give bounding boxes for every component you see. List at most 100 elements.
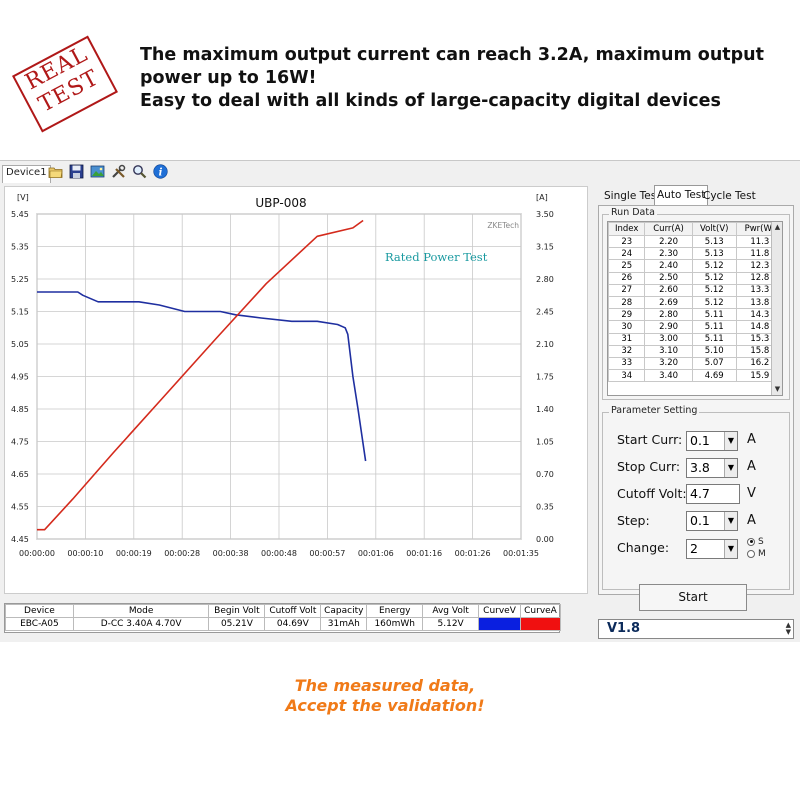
table-cell: 28: [608, 295, 646, 310]
headline: The maximum output current can reach 3.2…: [140, 44, 780, 113]
status-value: 04.69V: [264, 617, 322, 631]
run-data-header: Index: [608, 222, 646, 236]
right-axis-unit: [A]: [536, 193, 548, 202]
status-value: 05.21V: [208, 617, 266, 631]
table-row[interactable]: 30 2.90 5.11 14.8: [608, 320, 782, 334]
voltage-current-chart: 5.45 3.50 5.35 3.15 5.25 2.80 5.15 2.45 5.05 2.10…: [11, 193, 554, 558]
radio-m-dot[interactable]: [747, 549, 755, 558]
status-header: CurveA: [519, 604, 562, 618]
table-cell: 24: [608, 247, 646, 261]
radio-s-dot[interactable]: [747, 537, 755, 546]
change-select[interactable]: 2 ▼: [686, 539, 738, 559]
table-row[interactable]: 27 2.60 5.12 13.3: [608, 283, 782, 297]
left-tick-label: 5.05: [11, 340, 29, 349]
curve-v-swatch[interactable]: [478, 617, 521, 631]
status-value: 5.12V: [422, 617, 480, 631]
run-data-grid[interactable]: Index Curr(A) Volt(V) Pwr(W) 23 2.20 5.13 11.3…: [607, 221, 783, 396]
run-data-header: Volt(V): [691, 222, 737, 236]
start-curr-unit: A: [747, 432, 756, 447]
right-tick-label: 2.80: [536, 275, 554, 284]
table-cell: 31: [608, 332, 646, 346]
status-value: 160mWh: [366, 617, 424, 631]
open-folder-icon[interactable]: [48, 164, 63, 179]
voltage-series-line: [37, 291, 367, 462]
start-curr-label: Start Curr:: [617, 432, 683, 447]
start-button[interactable]: Start: [639, 584, 747, 611]
stop-curr-select[interactable]: 3.8 ▼: [686, 458, 738, 478]
version-label: V1.8: [607, 621, 641, 636]
chevron-down-icon[interactable]: ▼: [724, 512, 737, 530]
run-data-table: Index Curr(A) Volt(V) Pwr(W) 23 2.20 5.13 11.3…: [608, 222, 782, 383]
status-header: Avg Volt: [422, 604, 480, 618]
table-cell: 5.10: [691, 344, 737, 358]
right-tick-label: 3.15: [536, 243, 554, 252]
table-row[interactable]: 28 2.69 5.12 13.8: [608, 295, 782, 310]
version-field[interactable]: V1.8 ▲ ▼: [598, 619, 794, 639]
stop-curr-label: Stop Curr:: [617, 459, 681, 474]
table-cell: 2.20: [644, 234, 693, 249]
chevron-down-icon[interactable]: ▼: [724, 540, 737, 558]
table-cell: 2.80: [644, 308, 693, 322]
chart-watermark: ZKETech: [487, 221, 519, 230]
radio-s[interactable]: S: [747, 537, 764, 547]
status-header: Energy: [366, 604, 424, 618]
spin-icon[interactable]: ▲ ▼: [785, 621, 791, 636]
x-tick-label: 00:00:38: [213, 549, 249, 558]
current-series-line: [37, 219, 364, 531]
table-row[interactable]: 23 2.20 5.13 11.3: [608, 234, 782, 249]
table-row[interactable]: 34 3.40 4.69 15.9: [608, 369, 782, 383]
run-data-scrollbar[interactable]: ▲ ▼: [771, 222, 782, 395]
start-curr-select[interactable]: 0.1 ▼: [686, 431, 738, 451]
status-header: CurveV: [478, 604, 521, 618]
right-tick-label: 1.40: [536, 405, 554, 414]
table-cell: 5.11: [691, 320, 737, 334]
table-cell: 32: [608, 344, 646, 358]
tools-icon[interactable]: [111, 164, 126, 179]
table-row[interactable]: 25 2.40 5.12 12.3: [608, 259, 782, 273]
table-row[interactable]: 31 3.00 5.11 15.3: [608, 332, 782, 346]
run-data-group: Run Data Index Curr(A) Volt(V) Pwr(W) 23 2.2…: [602, 207, 790, 400]
tab-single-test[interactable]: Single Test: [604, 190, 661, 202]
headline-line1: The maximum output current can reach 3.2…: [140, 45, 765, 65]
tab-auto-test[interactable]: Auto Test: [654, 185, 709, 205]
table-row[interactable]: 24 2.30 5.13 11.8: [608, 247, 782, 261]
table-cell: 4.69: [691, 369, 737, 383]
cutoff-volt-input[interactable]: 4.7: [686, 484, 740, 504]
left-tick-label: 5.25: [11, 275, 29, 284]
scroll-up-icon[interactable]: ▲: [774, 223, 781, 231]
table-cell: 3.40: [644, 369, 693, 383]
left-tick-label: 5.35: [11, 243, 29, 252]
table-row[interactable]: 26 2.50 5.12 12.8: [608, 271, 782, 285]
table-row[interactable]: 29 2.80 5.11 14.3: [608, 308, 782, 322]
table-cell: 2.69: [644, 295, 693, 310]
table-row[interactable]: 33 3.20 5.07 16.2: [608, 356, 782, 371]
chevron-down-icon[interactable]: ▼: [724, 432, 737, 450]
start-curr-value: 0.1: [690, 433, 710, 448]
step-select[interactable]: 0.1 ▼: [686, 511, 738, 531]
tab-device1[interactable]: Device1: [2, 165, 51, 183]
table-cell: 3.00: [644, 332, 693, 346]
curve-a-swatch[interactable]: [519, 617, 562, 631]
zoom-icon[interactable]: [132, 164, 147, 179]
scroll-down-icon[interactable]: ▼: [774, 385, 781, 393]
footer-line1: The measured data,: [294, 676, 476, 695]
toolbar: Device1: [0, 161, 590, 183]
right-tick-label: 3.50: [536, 210, 554, 219]
tab-cycle-test[interactable]: Cycle Test: [703, 190, 756, 202]
save-icon[interactable]: [69, 164, 84, 179]
right-tick-label: 2.45: [536, 308, 554, 317]
table-cell: 23: [608, 234, 646, 249]
info-icon[interactable]: i: [153, 164, 168, 179]
left-tick-label: 4.45: [11, 535, 29, 544]
chevron-down-icon[interactable]: ▼: [724, 459, 737, 477]
radio-m[interactable]: M: [747, 549, 766, 559]
chart-annotation: Rated Power Test: [385, 250, 488, 264]
app-window: Device1: [0, 160, 800, 642]
screenshot-icon[interactable]: [90, 164, 105, 179]
table-cell: 15.9: [735, 369, 782, 383]
chart-title: UBP-008: [255, 196, 306, 210]
table-row[interactable]: 32 3.10 5.10 15.8: [608, 344, 782, 358]
left-axis-unit: [V]: [17, 193, 29, 202]
table-cell: 5.13: [691, 247, 737, 261]
change-label: Change:: [617, 540, 670, 555]
